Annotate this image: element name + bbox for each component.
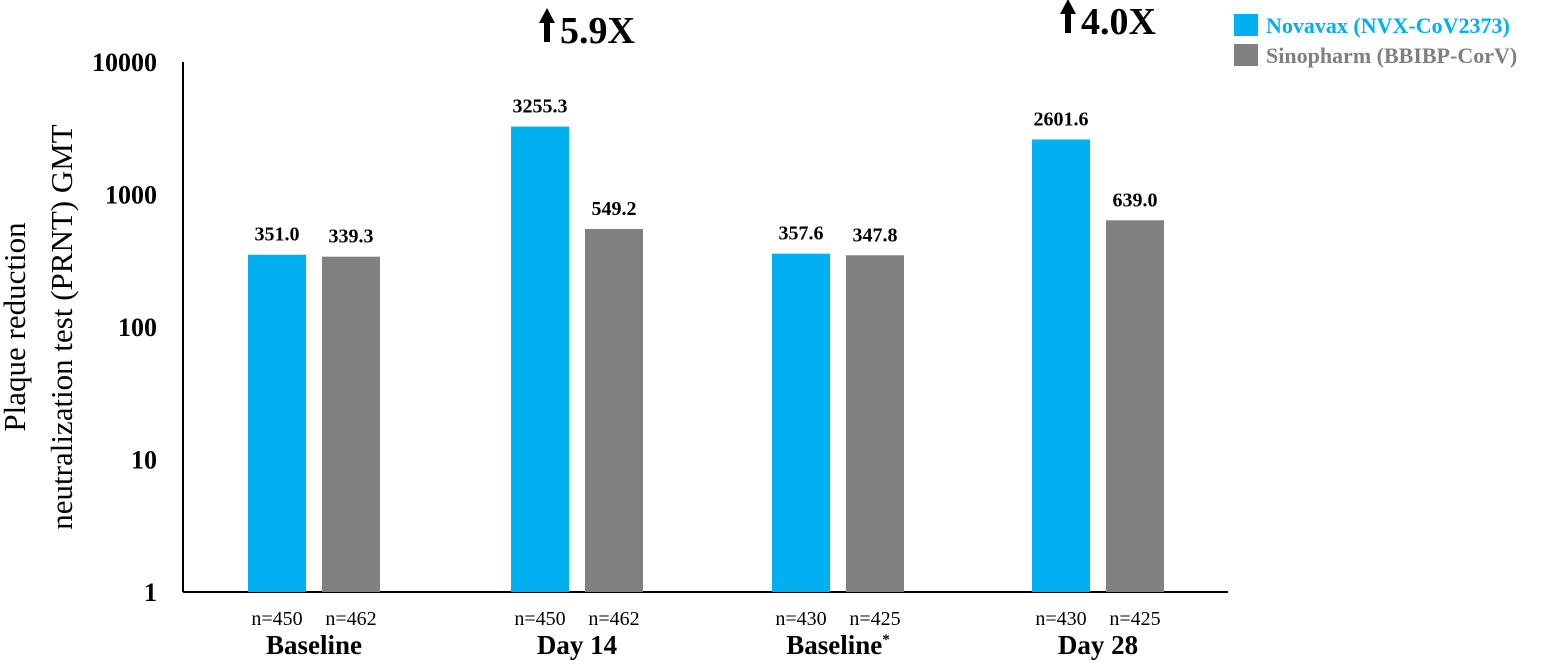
fold-change-label: 5.9X — [560, 10, 635, 52]
up-arrow-icon — [539, 8, 555, 42]
legend-swatch — [1234, 14, 1258, 36]
sample-size-label: n=450 — [251, 608, 302, 630]
category-labels: Baseline Day 14 Baseline* Day 28 — [266, 630, 1138, 660]
x-category-label: Day 14 — [537, 630, 617, 660]
fold-change-label: 4.0X — [1081, 1, 1156, 43]
bar-value-label: 339.3 — [329, 226, 374, 248]
bar — [772, 253, 830, 592]
legend-label: Novavax (NVX-CoV2373) — [1266, 13, 1510, 38]
sample-size-label: n=450 — [514, 608, 565, 630]
bar — [585, 228, 643, 592]
sample-size-label: n=462 — [588, 608, 639, 630]
legend-swatch — [1234, 44, 1258, 66]
y-tick-label: 1000 — [105, 181, 157, 210]
legend: Novavax (NVX-CoV2373) Sinopharm (BBIBP-Co… — [1234, 13, 1517, 68]
fold-change-annotations: 5.9X 4.0X — [539, 0, 1156, 52]
bar — [511, 126, 569, 592]
y-tick-label: 100 — [118, 313, 157, 342]
bar-value-label: 639.0 — [1113, 189, 1158, 211]
up-arrow-icon — [1060, 0, 1076, 33]
bars — [248, 126, 1164, 593]
bar — [322, 256, 380, 592]
bar-value-label: 351.0 — [255, 224, 300, 246]
sample-size-label: n=430 — [1035, 608, 1086, 630]
legend-label: Sinopharm (BBIBP-CorV) — [1266, 43, 1517, 68]
sample-size-label: n=430 — [775, 608, 826, 630]
bar — [846, 255, 904, 592]
fold-change-annotation: 5.9X — [539, 8, 635, 52]
y-tick-label: 10 — [131, 446, 157, 475]
y-axis-title-line: neutralization test (PRNT) GMT — [44, 124, 79, 530]
y-axis-label: Plaque reduction neutralization test (PRN… — [0, 124, 79, 530]
bar-value-label: 347.8 — [853, 224, 898, 246]
fold-change-annotation: 4.0X — [1060, 0, 1156, 43]
bar-value-label: 2601.6 — [1034, 108, 1089, 130]
bar — [248, 254, 306, 592]
x-category-label: Baseline — [266, 630, 362, 660]
x-category-label: Baseline* — [786, 630, 890, 660]
sample-size-label: n=425 — [1109, 608, 1160, 630]
sample-size-label: n=462 — [325, 608, 376, 630]
bar-value-label: 549.2 — [592, 198, 637, 220]
sample-size-label: n=425 — [849, 608, 900, 630]
y-tick-label: 1 — [144, 578, 157, 607]
legend-item: Sinopharm (BBIBP-CorV) — [1234, 43, 1517, 68]
bar — [1032, 139, 1090, 592]
bar — [1106, 220, 1164, 593]
value-labels: 351.0 3255.3 357.6 2601.6 339.3 549.2 347.8 639… — [255, 96, 1158, 248]
y-axis-ticks: 1 10 100 1000 10000 — [92, 48, 157, 607]
n-labels: n=450 n=450 n=430 n=430 n=462 n=462 n=425 n=425 — [251, 608, 1160, 630]
y-axis-title-line: Plaque reduction — [0, 222, 32, 432]
legend-item: Novavax (NVX-CoV2373) — [1234, 13, 1510, 38]
x-category-label: Day 28 — [1058, 630, 1138, 660]
bar-value-label: 3255.3 — [513, 96, 568, 118]
y-tick-label: 10000 — [92, 48, 157, 77]
bar-value-label: 357.6 — [779, 223, 824, 245]
